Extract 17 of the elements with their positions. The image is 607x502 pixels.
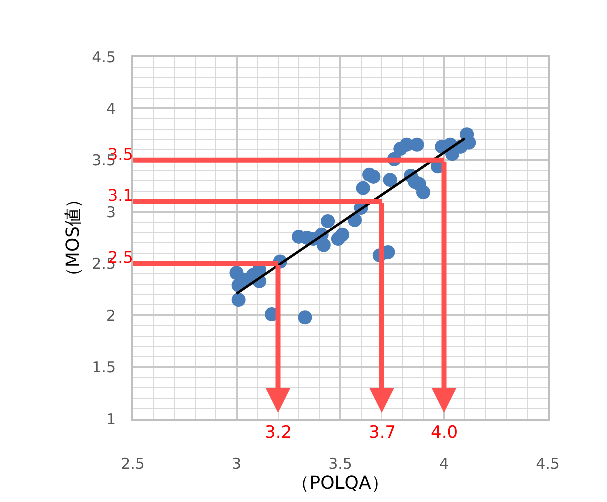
x-axis-title: （POLQA） [292, 473, 390, 494]
y-tick-label: 4 [106, 100, 116, 118]
x-tick-label: 3 [232, 455, 242, 473]
y-tick-label: 1.5 [92, 358, 116, 377]
y-axis-title: （MOS値） [62, 190, 84, 286]
ref-line-label: 3.7 [369, 423, 396, 443]
x-tick-label: 2.5 [121, 455, 145, 473]
x-tick-label: 4 [439, 455, 450, 473]
x-tick-label: 4.5 [536, 455, 560, 473]
y-tick-label: 4.5 [92, 48, 116, 66]
ref-line-label: 3.1 [108, 186, 134, 205]
ref-line-label: 3.2 [265, 423, 292, 443]
y-tick-label: 2 [106, 306, 116, 325]
y-tick-label: 3 [106, 203, 116, 222]
x-tick-label: 3.5 [328, 455, 352, 473]
ref-line-label: 4.0 [431, 423, 458, 443]
y-tick-label: 1 [106, 410, 116, 428]
